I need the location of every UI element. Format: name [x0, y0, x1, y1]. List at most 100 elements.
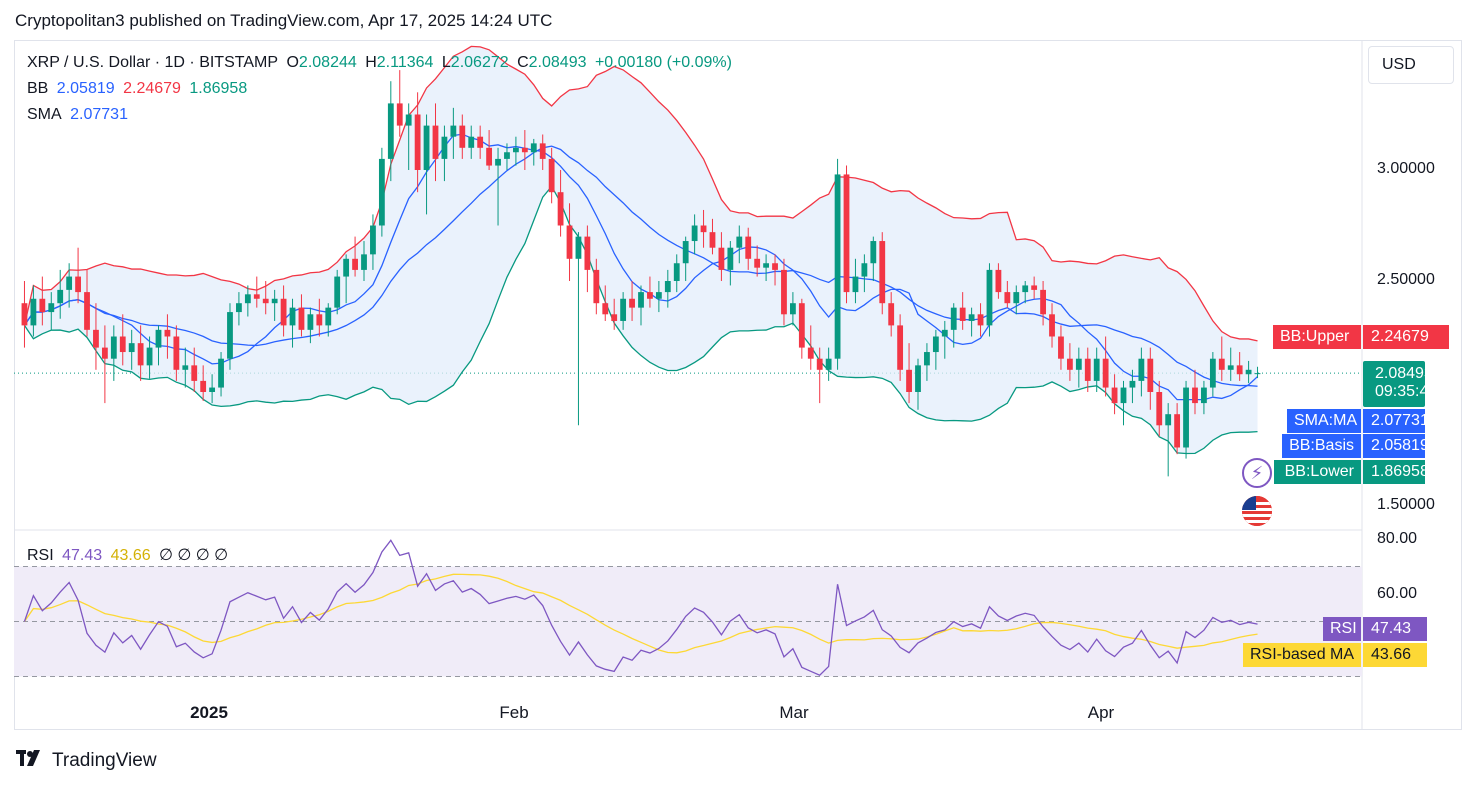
candle-body: [611, 314, 618, 321]
candle-body: [370, 225, 376, 255]
candle-body: [736, 236, 743, 248]
countdown: 09:35:45: [1375, 383, 1438, 400]
tradingview-logo-icon: [16, 748, 46, 774]
bollinger-band-fill: [24, 46, 1258, 454]
candle-body: [1093, 358, 1100, 381]
candle-body: [1040, 289, 1046, 315]
candle-body: [647, 292, 653, 299]
candle-body: [557, 192, 564, 226]
candle-body: [906, 369, 912, 392]
candle-body: [146, 347, 153, 366]
candle-body: [1245, 369, 1252, 375]
chart-frame: [14, 40, 1462, 730]
candle-body: [513, 147, 519, 153]
bb-label: BB: [27, 80, 49, 97]
bb-legend[interactable]: BB 2.05819 2.24679 1.86958: [27, 80, 251, 98]
open-value: 2.08244: [298, 54, 357, 71]
rsi-layer: [14, 539, 1362, 677]
bb-lower-tag-value: 1.86958: [1363, 460, 1429, 484]
candle-body: [932, 336, 939, 353]
candle-body: [530, 143, 537, 153]
high-label: H: [365, 54, 377, 71]
rsi-tick: 60.00: [1377, 585, 1418, 602]
candle-body: [137, 343, 144, 366]
close-value: 2.08493: [528, 54, 587, 71]
candle-layer: [21, 70, 1261, 477]
rsi-tick: 80.00: [1377, 530, 1418, 547]
candle-body: [861, 263, 868, 277]
bb-upper-value: 2.24679: [123, 80, 181, 97]
rsi-extra: ∅ ∅ ∅ ∅: [159, 547, 229, 564]
candle-body: [84, 292, 90, 330]
candle-body: [897, 325, 904, 370]
candle-body: [173, 336, 180, 370]
candle-body: [1201, 387, 1207, 404]
sma-legend[interactable]: SMA 2.07731: [27, 106, 132, 124]
candle-body: [334, 276, 341, 308]
candle-body: [200, 380, 207, 392]
rsi-tag-value: 47.43: [1363, 617, 1427, 641]
candle-body: [1084, 358, 1091, 381]
candle-body: [825, 358, 832, 370]
rsi-ma-value: 43.66: [110, 547, 151, 564]
currency-button[interactable]: USD: [1368, 46, 1454, 84]
candle-body: [941, 329, 948, 337]
candle-body: [325, 307, 332, 326]
candle-body: [915, 365, 921, 392]
price-tick: 1.50000: [1377, 496, 1435, 513]
candle-body: [1120, 387, 1127, 404]
candle-body: [673, 263, 680, 281]
candle-body: [1022, 285, 1029, 293]
candle-body: [343, 258, 350, 277]
candle-body: [1254, 373, 1261, 375]
candle-body: [655, 292, 662, 299]
price-tick: 3.00000: [1377, 160, 1435, 177]
candle-body: [66, 276, 73, 290]
bolt-icon[interactable]: ⚡: [1242, 458, 1272, 488]
candle-body: [977, 314, 984, 326]
change-value: +0.00180 (+0.09%): [594, 54, 732, 71]
sma-value: 2.07731: [70, 106, 128, 123]
candle-body: [450, 125, 457, 137]
candle-body: [1013, 292, 1020, 304]
candle-body: [789, 303, 796, 315]
candle-body: [754, 258, 761, 268]
candle-body: [620, 298, 627, 321]
bb-basis-tag-name: BB:Basis: [1282, 434, 1361, 458]
candle-body: [244, 294, 251, 304]
candle-body: [414, 114, 421, 170]
symbol-label[interactable]: XRP / U.S. Dollar · 1D · BITSTAMP: [27, 54, 279, 71]
tradingview-logo[interactable]: TradingView: [16, 748, 157, 774]
candle-body: [441, 136, 448, 159]
open-label: O: [286, 54, 299, 71]
candle-body: [495, 158, 501, 166]
candle-body: [959, 307, 966, 321]
candle-body: [807, 347, 814, 359]
candle-body: [1111, 387, 1118, 404]
bb-basis-tag-value: 2.05819: [1363, 434, 1429, 458]
candle-body: [387, 103, 394, 159]
time-tick: Feb: [499, 703, 529, 722]
candle-body: [986, 269, 993, 326]
us-flag-icon[interactable]: [1242, 496, 1272, 526]
candle-body: [745, 236, 752, 259]
low-value: 2.06272: [450, 54, 509, 71]
rsi-legend[interactable]: RSI 47.43 43.66 ∅ ∅ ∅ ∅: [27, 545, 232, 565]
candle-body: [75, 276, 81, 293]
time-tick: Mar: [779, 703, 809, 722]
candle-body: [39, 298, 46, 313]
candle-body: [548, 158, 555, 193]
bb-upper-tag-name: BB:Upper: [1273, 325, 1361, 349]
low-label: L: [441, 54, 451, 71]
candle-body: [1102, 358, 1109, 388]
ohlc-legend: XRP / U.S. Dollar · 1D · BITSTAMP O2.082…: [27, 54, 736, 72]
bb-upper-line: [23, 45, 1258, 342]
price-tag-value: 2.08493: [1375, 365, 1433, 382]
candle-body: [48, 303, 55, 313]
candle-body: [352, 258, 358, 270]
rsi-line: [23, 539, 1258, 676]
candle-body: [1129, 380, 1136, 388]
sma-tag-value: 2.07731: [1363, 409, 1429, 433]
candle-body: [1192, 387, 1198, 404]
